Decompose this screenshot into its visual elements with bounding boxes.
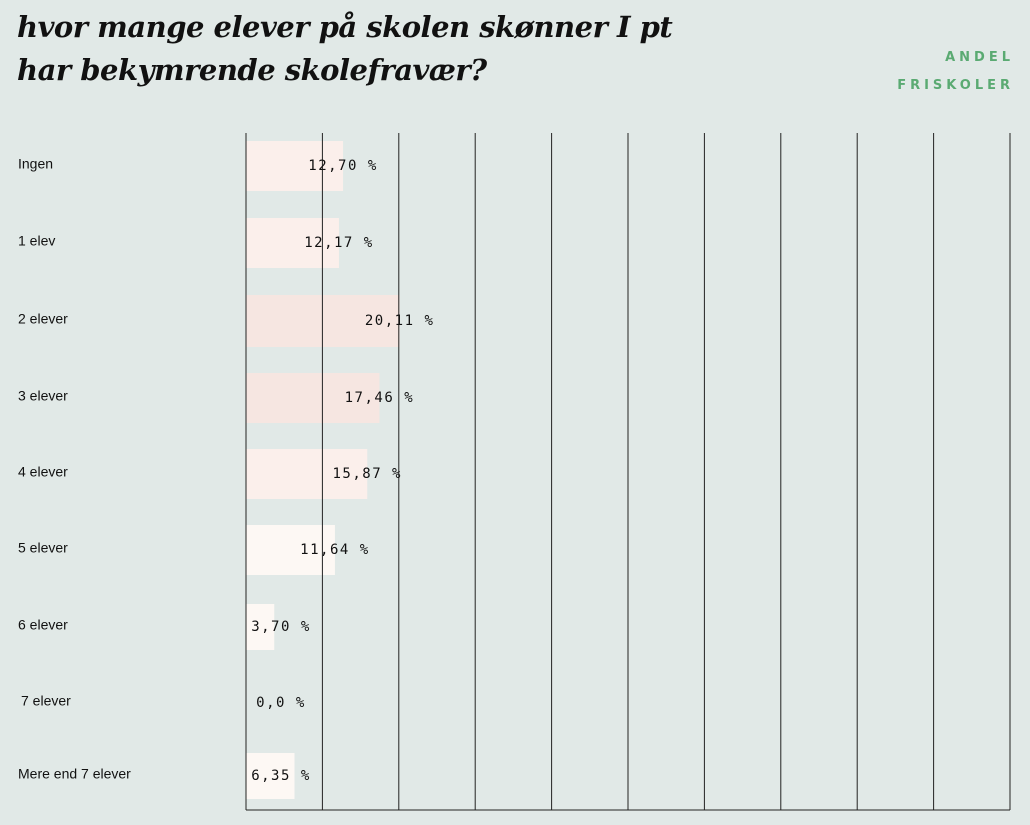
bar-5 xyxy=(246,525,335,575)
legend: ANDEL FRISKOLER xyxy=(897,44,1014,100)
category-label-7: 7 elever xyxy=(21,693,71,709)
legend-line-1: ANDEL xyxy=(945,50,1014,65)
bar-1 xyxy=(246,218,339,268)
value-label-6: 3,70 % xyxy=(251,619,311,635)
category-label-8: Mere end 7 elever xyxy=(18,766,131,782)
category-label-2: 2 elever xyxy=(18,311,68,327)
value-label-3: 17,46 % xyxy=(345,390,415,406)
value-label-8: 6,35 % xyxy=(251,768,311,784)
value-label-1: 12,17 % xyxy=(304,235,374,251)
category-label-4: 4 elever xyxy=(18,464,68,480)
bar-3 xyxy=(246,373,380,423)
value-label-0: 12,70 % xyxy=(308,158,378,174)
category-label-0: Ingen xyxy=(18,156,53,172)
bar-8 xyxy=(246,753,295,799)
category-label-3: 3 elever xyxy=(18,388,68,404)
legend-line-2: FRISKOLER xyxy=(897,78,1014,93)
value-label-7: 0,0 % xyxy=(256,695,306,711)
value-label-2: 20,11 % xyxy=(365,313,435,329)
chart-title-line-2: har bekymrende skolefravær? xyxy=(17,53,487,87)
chart-title: hvor mange elever på skolen skønner I pt… xyxy=(17,6,673,92)
chart-title-line-1: hvor mange elever på skolen skønner I pt xyxy=(17,10,673,44)
category-label-1: 1 elev xyxy=(18,233,55,249)
bar-0 xyxy=(246,141,344,191)
value-label-5: 11,64 % xyxy=(300,542,370,558)
value-label-4: 15,87 % xyxy=(332,466,402,482)
bar-4 xyxy=(246,449,368,499)
category-label-6: 6 elever xyxy=(18,617,68,633)
bar-6 xyxy=(246,604,275,650)
category-label-5: 5 elever xyxy=(18,540,68,556)
